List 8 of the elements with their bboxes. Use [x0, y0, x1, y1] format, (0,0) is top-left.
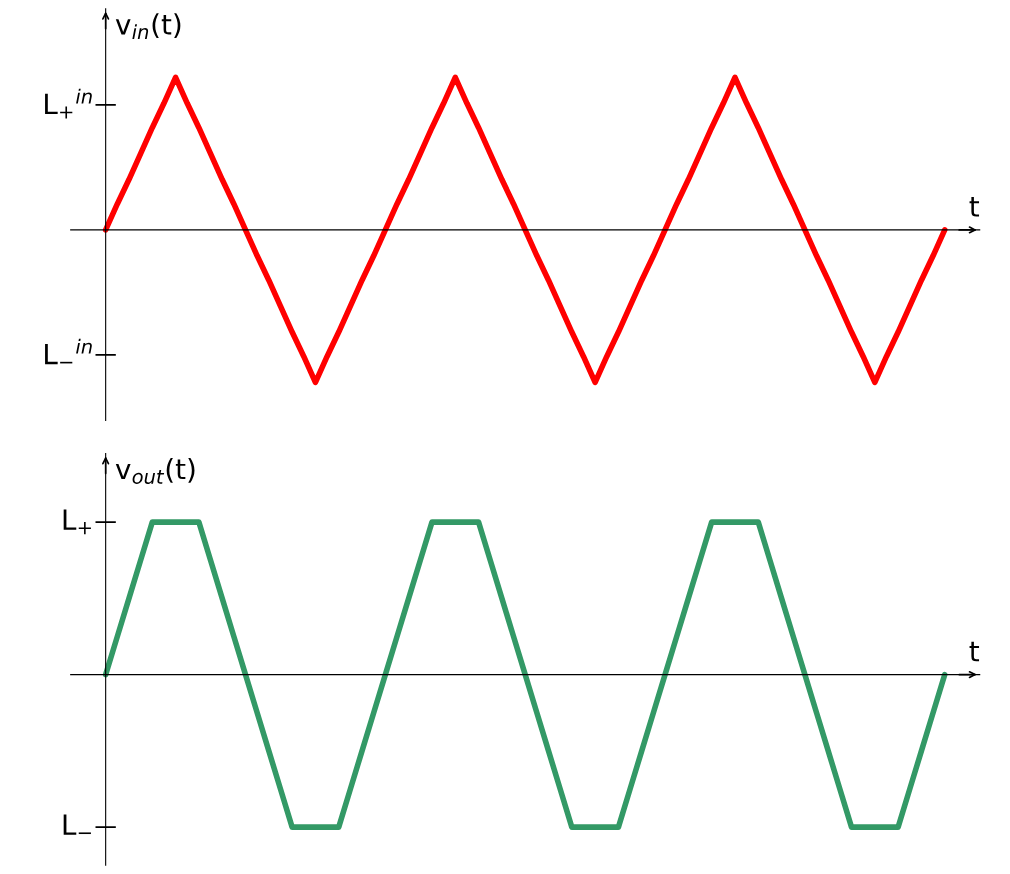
text: L$_{−}$$^{in}$ [45, 338, 92, 365]
x-axis-title: t [969, 641, 980, 662]
y-axis-title: v$_{out}$(t) [115, 458, 195, 484]
text: L$_{−}$ [63, 814, 91, 835]
x-axis-title: t [969, 196, 980, 217]
text: L$_{+}$$^{in}$ [45, 88, 92, 119]
y-axis-title: v$_{in}$(t) [115, 13, 181, 39]
text: L$_{+}$ [63, 509, 91, 535]
